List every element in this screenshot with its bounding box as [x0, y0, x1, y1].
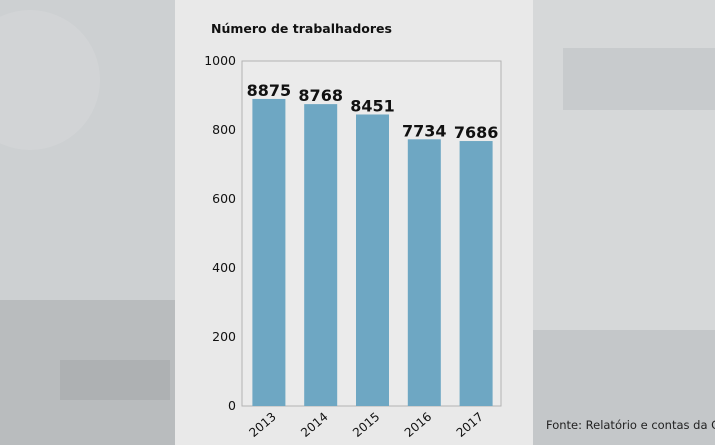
y-tick-label: 0	[228, 398, 236, 413]
x-tick-label: 2015	[350, 410, 382, 440]
y-tick-label: 800	[212, 122, 236, 137]
bar-2015	[356, 114, 389, 406]
bar-2016	[407, 139, 441, 406]
y-tick-label: 1000	[204, 53, 236, 68]
x-tick-label: 2017	[454, 410, 486, 440]
chart-title: Número de trabalhadores	[211, 21, 392, 36]
data-label-2016: 7734	[402, 121, 447, 140]
data-label-2017: 7686	[454, 123, 499, 142]
y-tick-label: 600	[212, 191, 236, 206]
data-label-2014: 8768	[298, 86, 343, 105]
source-note: Fonte: Relatório e contas da Ci	[546, 418, 715, 432]
x-tick-label: 2014	[298, 410, 330, 440]
x-tick-label: 2013	[246, 410, 278, 440]
bar-2014	[304, 104, 338, 406]
data-label-2015: 8451	[350, 96, 395, 115]
data-label-2013: 8875	[247, 81, 292, 100]
bar-2017	[459, 141, 493, 407]
y-tick-label: 200	[212, 329, 236, 344]
x-tick-label: 2016	[402, 410, 434, 440]
y-tick-label: 400	[212, 260, 236, 275]
bar-2013	[252, 98, 286, 406]
